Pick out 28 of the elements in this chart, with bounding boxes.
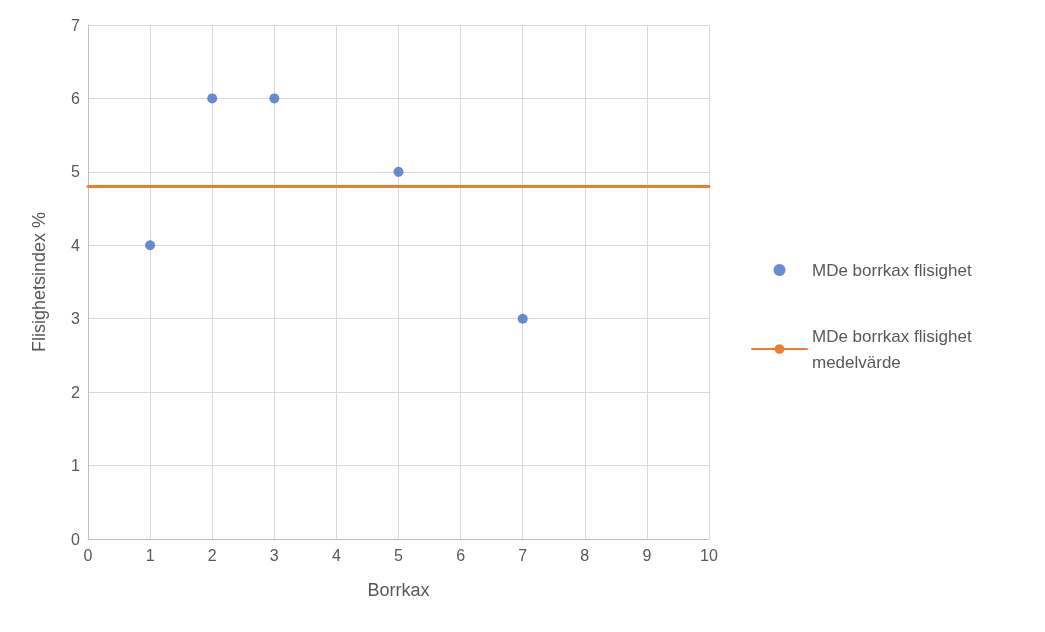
y-tick-label: 3 [71,310,81,328]
x-tick-label: 0 [83,546,93,564]
y-axis-title: Flisighetsindex % [29,211,49,353]
y-tick-label: 2 [71,383,81,401]
y-tick-label: 1 [71,457,81,475]
x-tick-label: 2 [207,546,217,564]
y-tick-label: 4 [71,236,81,254]
point [517,313,528,324]
y-tick-label: 7 [71,16,81,34]
point [269,93,280,104]
y-tick-label: 0 [71,530,81,548]
x-tick-label: 7 [518,546,528,564]
legend-label: MDe borrkax flisighet medelvärde [812,326,977,372]
x-tick-label: 9 [642,546,652,564]
x-tick-label: 4 [331,546,341,564]
x-tick-label: 3 [269,546,279,564]
point [393,166,404,177]
x-tick-label: 6 [456,546,466,564]
x-tick-label: 5 [394,546,404,564]
point [145,240,156,251]
x-tick-label: 1 [145,546,155,564]
point [207,93,218,104]
x-tick-label: 8 [580,546,590,564]
y-tick-label: 5 [71,163,81,181]
x-tick-label: 10 [700,546,718,564]
x-axis-title: Borrkax [367,580,430,600]
legend-label: MDe borrkax flisighet [812,260,972,280]
y-tick-label: 6 [71,89,81,107]
